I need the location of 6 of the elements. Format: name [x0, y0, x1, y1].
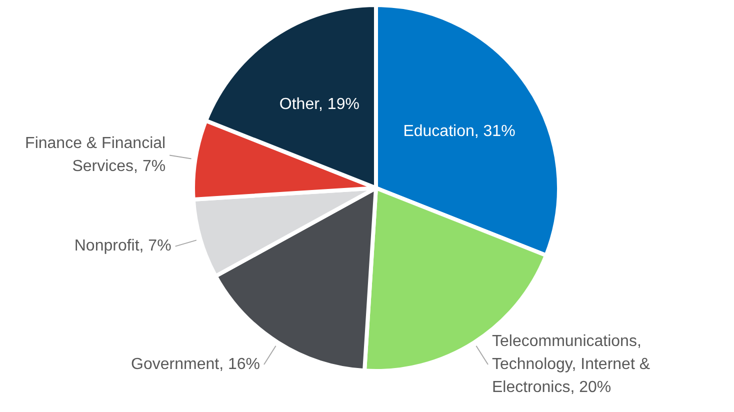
slice-label: Other, 19% — [279, 96, 360, 114]
slice-label: Education, 31% — [403, 122, 516, 140]
slice-label: Government, 16% — [131, 356, 260, 373]
slice-label: Telecommunications, Technology, Internet & Electronics, 20% — [492, 332, 650, 396]
slice-label: Finance & Financial Services, 7% — [25, 135, 166, 176]
slice-label: Nonprofit, 7% — [74, 238, 172, 255]
